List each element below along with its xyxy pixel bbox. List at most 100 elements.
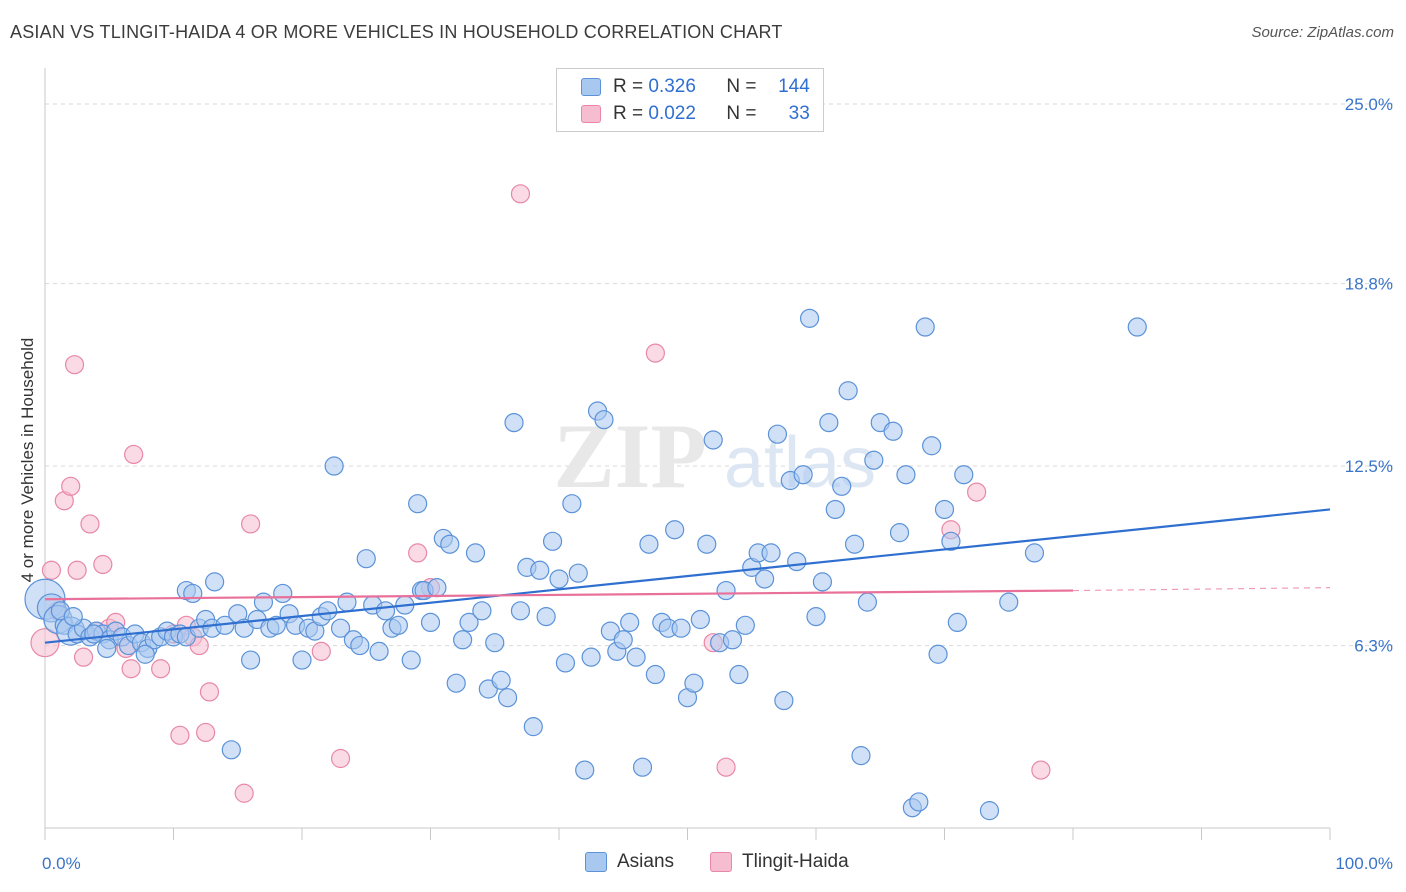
asians-point xyxy=(498,688,518,708)
y-tick-label: 18.8% xyxy=(1345,275,1393,294)
asians-point xyxy=(253,592,274,612)
asians-point xyxy=(97,638,117,659)
asians-point xyxy=(896,465,916,485)
source-label: Source: ZipAtlas.com xyxy=(1251,24,1394,41)
tlingit-haida-point xyxy=(61,476,81,496)
asians-point xyxy=(735,615,755,635)
asians-point xyxy=(266,615,286,635)
tlingit-haida-point xyxy=(199,682,220,702)
asians-point xyxy=(63,607,83,627)
tlingit-haida-trend-line xyxy=(44,589,1074,601)
tlingit-haida-point xyxy=(311,641,331,661)
tlingit-haida-point xyxy=(121,659,141,679)
x-tick-label: 0.0% xyxy=(42,854,81,873)
asians-point xyxy=(729,664,749,685)
asians-point xyxy=(793,465,813,485)
asians-point xyxy=(1024,543,1045,563)
asians-point xyxy=(838,381,858,401)
legend-n-value: 33 xyxy=(788,103,810,124)
tlingit-haida-point xyxy=(716,757,736,777)
tlingit-haida-point xyxy=(67,560,87,580)
asians-point xyxy=(954,465,974,485)
asians-point xyxy=(350,635,370,656)
asians-point xyxy=(716,580,736,601)
asians-point xyxy=(542,531,563,551)
correlation-legend: R = 0.326 N = 144 R = 0.022 N = 33 xyxy=(556,68,824,132)
asians-point xyxy=(909,792,929,812)
asians-point xyxy=(375,601,396,621)
asians-point xyxy=(183,583,203,604)
asians-point xyxy=(812,572,833,592)
asians-point xyxy=(465,543,486,563)
asians-point xyxy=(324,456,344,476)
watermark-atlas: atlas xyxy=(724,423,876,503)
tlingit-haida-point xyxy=(73,647,94,667)
tlingit-haida-point xyxy=(124,444,144,465)
tlingit-haida-point xyxy=(645,343,665,363)
asians-point xyxy=(819,412,839,433)
asians-point xyxy=(453,630,473,650)
asians-trend-line xyxy=(44,508,1331,644)
asians-point xyxy=(684,673,704,693)
tlingit-haida-point xyxy=(330,748,351,769)
asians-point xyxy=(645,664,665,685)
asians-point xyxy=(864,450,884,470)
asians-point xyxy=(639,534,659,554)
asians-point xyxy=(555,653,576,673)
asians-point xyxy=(536,607,556,627)
asians-point xyxy=(626,647,646,667)
axes xyxy=(44,68,1331,840)
asians-point xyxy=(703,430,723,450)
y-tick-label: 25.0% xyxy=(1345,95,1393,114)
asians-point xyxy=(857,592,878,612)
tlingit-haida-point xyxy=(408,543,428,563)
asians-point xyxy=(761,543,781,563)
asians-point xyxy=(928,644,948,664)
asians-point xyxy=(408,494,428,514)
asians-point xyxy=(889,523,910,543)
legend-r-value: 0.326 xyxy=(648,76,696,97)
asians-point xyxy=(947,612,967,633)
legend-item-tlingit-haida: Tlingit-Haida xyxy=(710,851,849,873)
asians-point xyxy=(568,563,588,583)
legend-label-asians: Asians xyxy=(617,851,675,872)
tlingit-haida-point xyxy=(241,514,261,534)
legend-r-label: R = xyxy=(613,103,644,124)
asians-point xyxy=(941,531,961,551)
tlingit-haida-points xyxy=(30,184,1051,803)
series-legend: Asians Tlingit-Haida xyxy=(585,851,885,873)
asians-point xyxy=(562,494,582,514)
asians-point xyxy=(832,476,852,496)
asians-point xyxy=(799,308,820,328)
legend-n-value: 144 xyxy=(778,76,810,97)
asians-point xyxy=(722,630,743,650)
tlingit-haida-point xyxy=(93,554,113,575)
legend-swatch-asians xyxy=(581,78,601,96)
y-tick-label: 12.5% xyxy=(1345,457,1393,476)
asians-point xyxy=(221,740,241,760)
asians-point xyxy=(620,612,640,633)
legend-swatch-asians xyxy=(585,852,607,872)
chart-title: ASIAN VS TLINGIT-HAIDA 4 OR MORE VEHICLE… xyxy=(10,22,783,42)
tlingit-haida-point xyxy=(80,514,100,534)
y-axis-label: 4 or more Vehicles in Household xyxy=(18,337,37,583)
grid-lines xyxy=(45,103,1395,647)
asians-point xyxy=(549,569,569,589)
asians-point xyxy=(401,650,421,670)
asians-point xyxy=(1127,317,1147,337)
tlingit-haida-point xyxy=(64,355,85,375)
asians-point xyxy=(671,618,691,638)
asians-point xyxy=(922,436,942,456)
asians-point xyxy=(292,650,312,670)
asians-point xyxy=(851,746,871,766)
asians-point xyxy=(690,609,710,630)
asians-point xyxy=(485,633,505,653)
asians-point xyxy=(979,801,1000,821)
asians-point xyxy=(446,673,466,693)
tick-labels: 6.3% 12.5% 18.8% 25.0% 0.0% 100.0% xyxy=(42,95,1393,873)
asians-point xyxy=(774,690,794,711)
asians-point xyxy=(135,644,155,664)
asians-point xyxy=(420,612,441,633)
legend-row-tlingit-haida: R = 0.022 N = 33 xyxy=(581,102,810,126)
asians-point xyxy=(999,592,1019,612)
